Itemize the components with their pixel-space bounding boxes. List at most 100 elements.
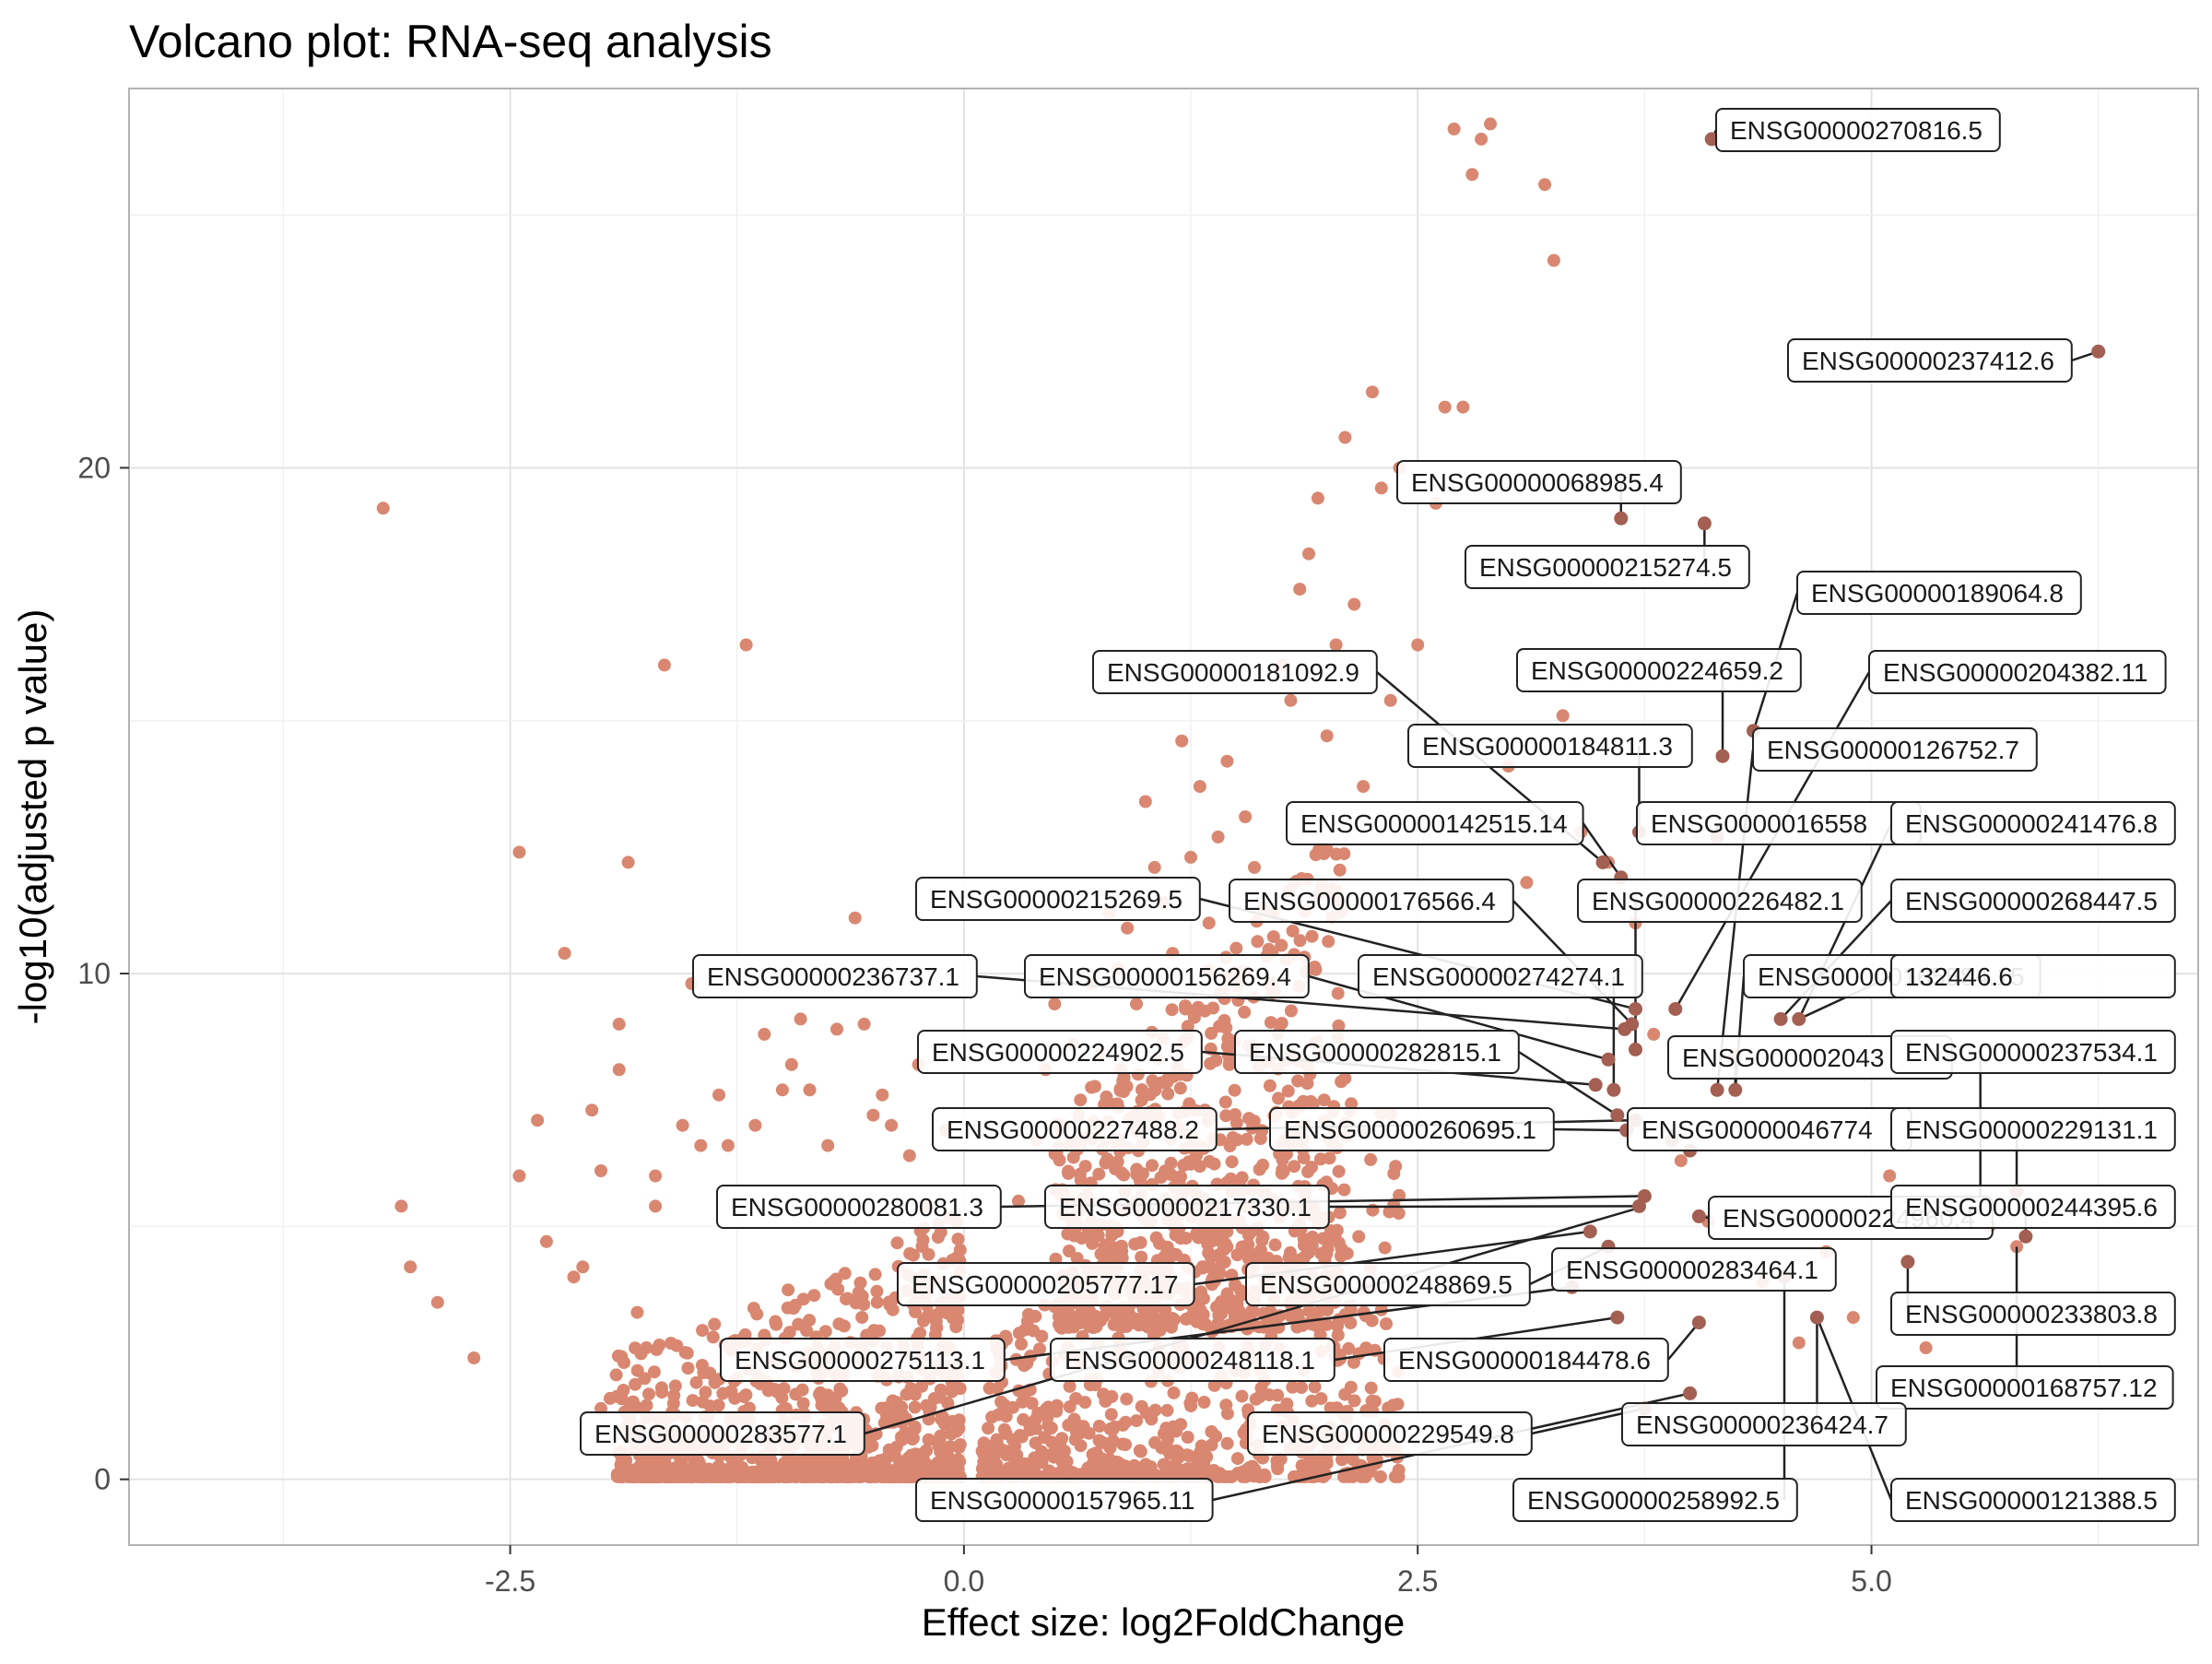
data-point (376, 502, 390, 515)
data-point (1023, 1423, 1037, 1437)
data-point (629, 1341, 642, 1355)
data-point (758, 1027, 771, 1041)
gene-label-text: ENSG00000205777.17 (912, 1270, 1179, 1299)
data-point (1919, 1341, 1933, 1354)
data-point (1383, 693, 1397, 707)
gene-label-text: ENSG00000215274.5 (1479, 553, 1732, 582)
data-point (870, 1284, 884, 1298)
data-point (1138, 1310, 1152, 1324)
gene-label: ENSG00000215269.5 (915, 877, 1201, 921)
data-point (708, 1317, 722, 1331)
data-point (1272, 1092, 1285, 1105)
gene-label: ENSG00000280081.3 (716, 1185, 1002, 1229)
data-point (903, 1246, 917, 1260)
gene-label-text: 132446.6 (1905, 962, 2013, 991)
data-point (1337, 847, 1351, 861)
data-point (1063, 1245, 1076, 1257)
data-point (830, 1022, 843, 1036)
data-point (889, 1440, 903, 1454)
x-tick-label: 0.0 (944, 1564, 984, 1598)
gene-label-box (1890, 801, 2176, 845)
data-point (1104, 1408, 1118, 1422)
data-point (1255, 1233, 1269, 1247)
data-point (1200, 1450, 1214, 1464)
data-point (1209, 1430, 1223, 1443)
x-axis-ticks: -2.5 0.0 2.5 5.0 (485, 1545, 1892, 1598)
data-point (1305, 1161, 1318, 1174)
gene-label: ENSG00000237534.1 (1890, 1030, 2176, 1074)
gene-label-box (1876, 1365, 2174, 1410)
gene-label-box (1358, 954, 1643, 998)
data-point (1313, 1152, 1327, 1166)
data-point (909, 1305, 922, 1318)
data-point (1120, 1392, 1134, 1406)
gene-label-box (1044, 1185, 1330, 1229)
gene-label: ENSG00000224902.5 (917, 1030, 1203, 1074)
data-point (1387, 1167, 1401, 1180)
data-point (1248, 860, 1261, 874)
label-connector (864, 1205, 1645, 1435)
gene-label-text: ENSG00000046774 (1641, 1115, 1873, 1144)
data-point (640, 1398, 653, 1412)
data-point (982, 1381, 996, 1395)
data-point (1062, 1320, 1076, 1334)
data-point (1317, 847, 1331, 860)
data-point (1012, 1194, 1025, 1208)
data-point (1065, 1466, 1079, 1479)
data-point (1475, 132, 1488, 146)
gene-label-text: ENSG00000126752.7 (1767, 736, 2019, 764)
data-point (698, 1469, 712, 1483)
label-connector (1518, 1050, 1618, 1116)
gene-label-text: ENSG00000184811.3 (1422, 732, 1673, 761)
data-point (1108, 1455, 1122, 1469)
data-point (771, 1386, 784, 1399)
gene-label-text: ENSG00000280081.3 (731, 1193, 983, 1221)
data-point (828, 1274, 841, 1288)
gene-label-text: ENSG00000156269.4 (1039, 962, 1291, 991)
gene-label: ENSG00000204382.11 (1868, 650, 2167, 694)
data-point (803, 1083, 817, 1097)
data-point (1094, 1314, 1108, 1328)
data-point (980, 1450, 994, 1464)
data-point (1264, 1016, 1277, 1030)
x-tick-label: 5.0 (1851, 1564, 1891, 1598)
gene-label-box (1787, 338, 2073, 383)
data-point (795, 1383, 809, 1397)
gene-label: ENSG00000046774 (1627, 1107, 1912, 1151)
gene-label-box (1512, 1478, 1798, 1522)
data-point (638, 1372, 652, 1386)
gene-label-box (1551, 1247, 1837, 1292)
gene-label: ENSG00000176566.4 (1229, 879, 1514, 923)
y-tick-label: 20 (77, 451, 111, 484)
gene-label-text: ENSG00000157965.11 (930, 1486, 1195, 1515)
data-point (1135, 1083, 1148, 1097)
x-tick-label: -2.5 (485, 1564, 535, 1598)
gene-label: ENSG00000229131.1 (1890, 1107, 2176, 1151)
data-point (1092, 1167, 1106, 1181)
gene-label-box (1890, 1185, 2176, 1229)
data-point (1067, 1412, 1081, 1426)
data-point (1109, 1162, 1123, 1175)
data-point (1293, 934, 1307, 948)
gene-label-text: ENSG00000241476.8 (1905, 809, 2158, 838)
data-point (1338, 1308, 1352, 1321)
data-point (567, 1270, 581, 1284)
data-point (1320, 1317, 1334, 1331)
data-point (837, 1319, 851, 1333)
gene-label-box (1577, 879, 1863, 923)
data-point (1015, 1337, 1028, 1351)
gene-label-box (716, 1185, 1002, 1229)
data-point (763, 1457, 777, 1471)
data-point (1073, 1316, 1087, 1329)
data-point (1338, 1071, 1352, 1085)
data-point (1647, 1027, 1661, 1041)
data-point (901, 1451, 915, 1465)
gene-label-box (1796, 571, 2082, 615)
gene-label-box (1234, 1030, 1520, 1074)
data-point (1330, 1401, 1344, 1415)
data-point (818, 1325, 832, 1339)
data-point (628, 1469, 641, 1483)
highlight-point (1629, 1042, 1642, 1056)
gene-label-text: ENSG0000016558 (1651, 809, 1867, 838)
